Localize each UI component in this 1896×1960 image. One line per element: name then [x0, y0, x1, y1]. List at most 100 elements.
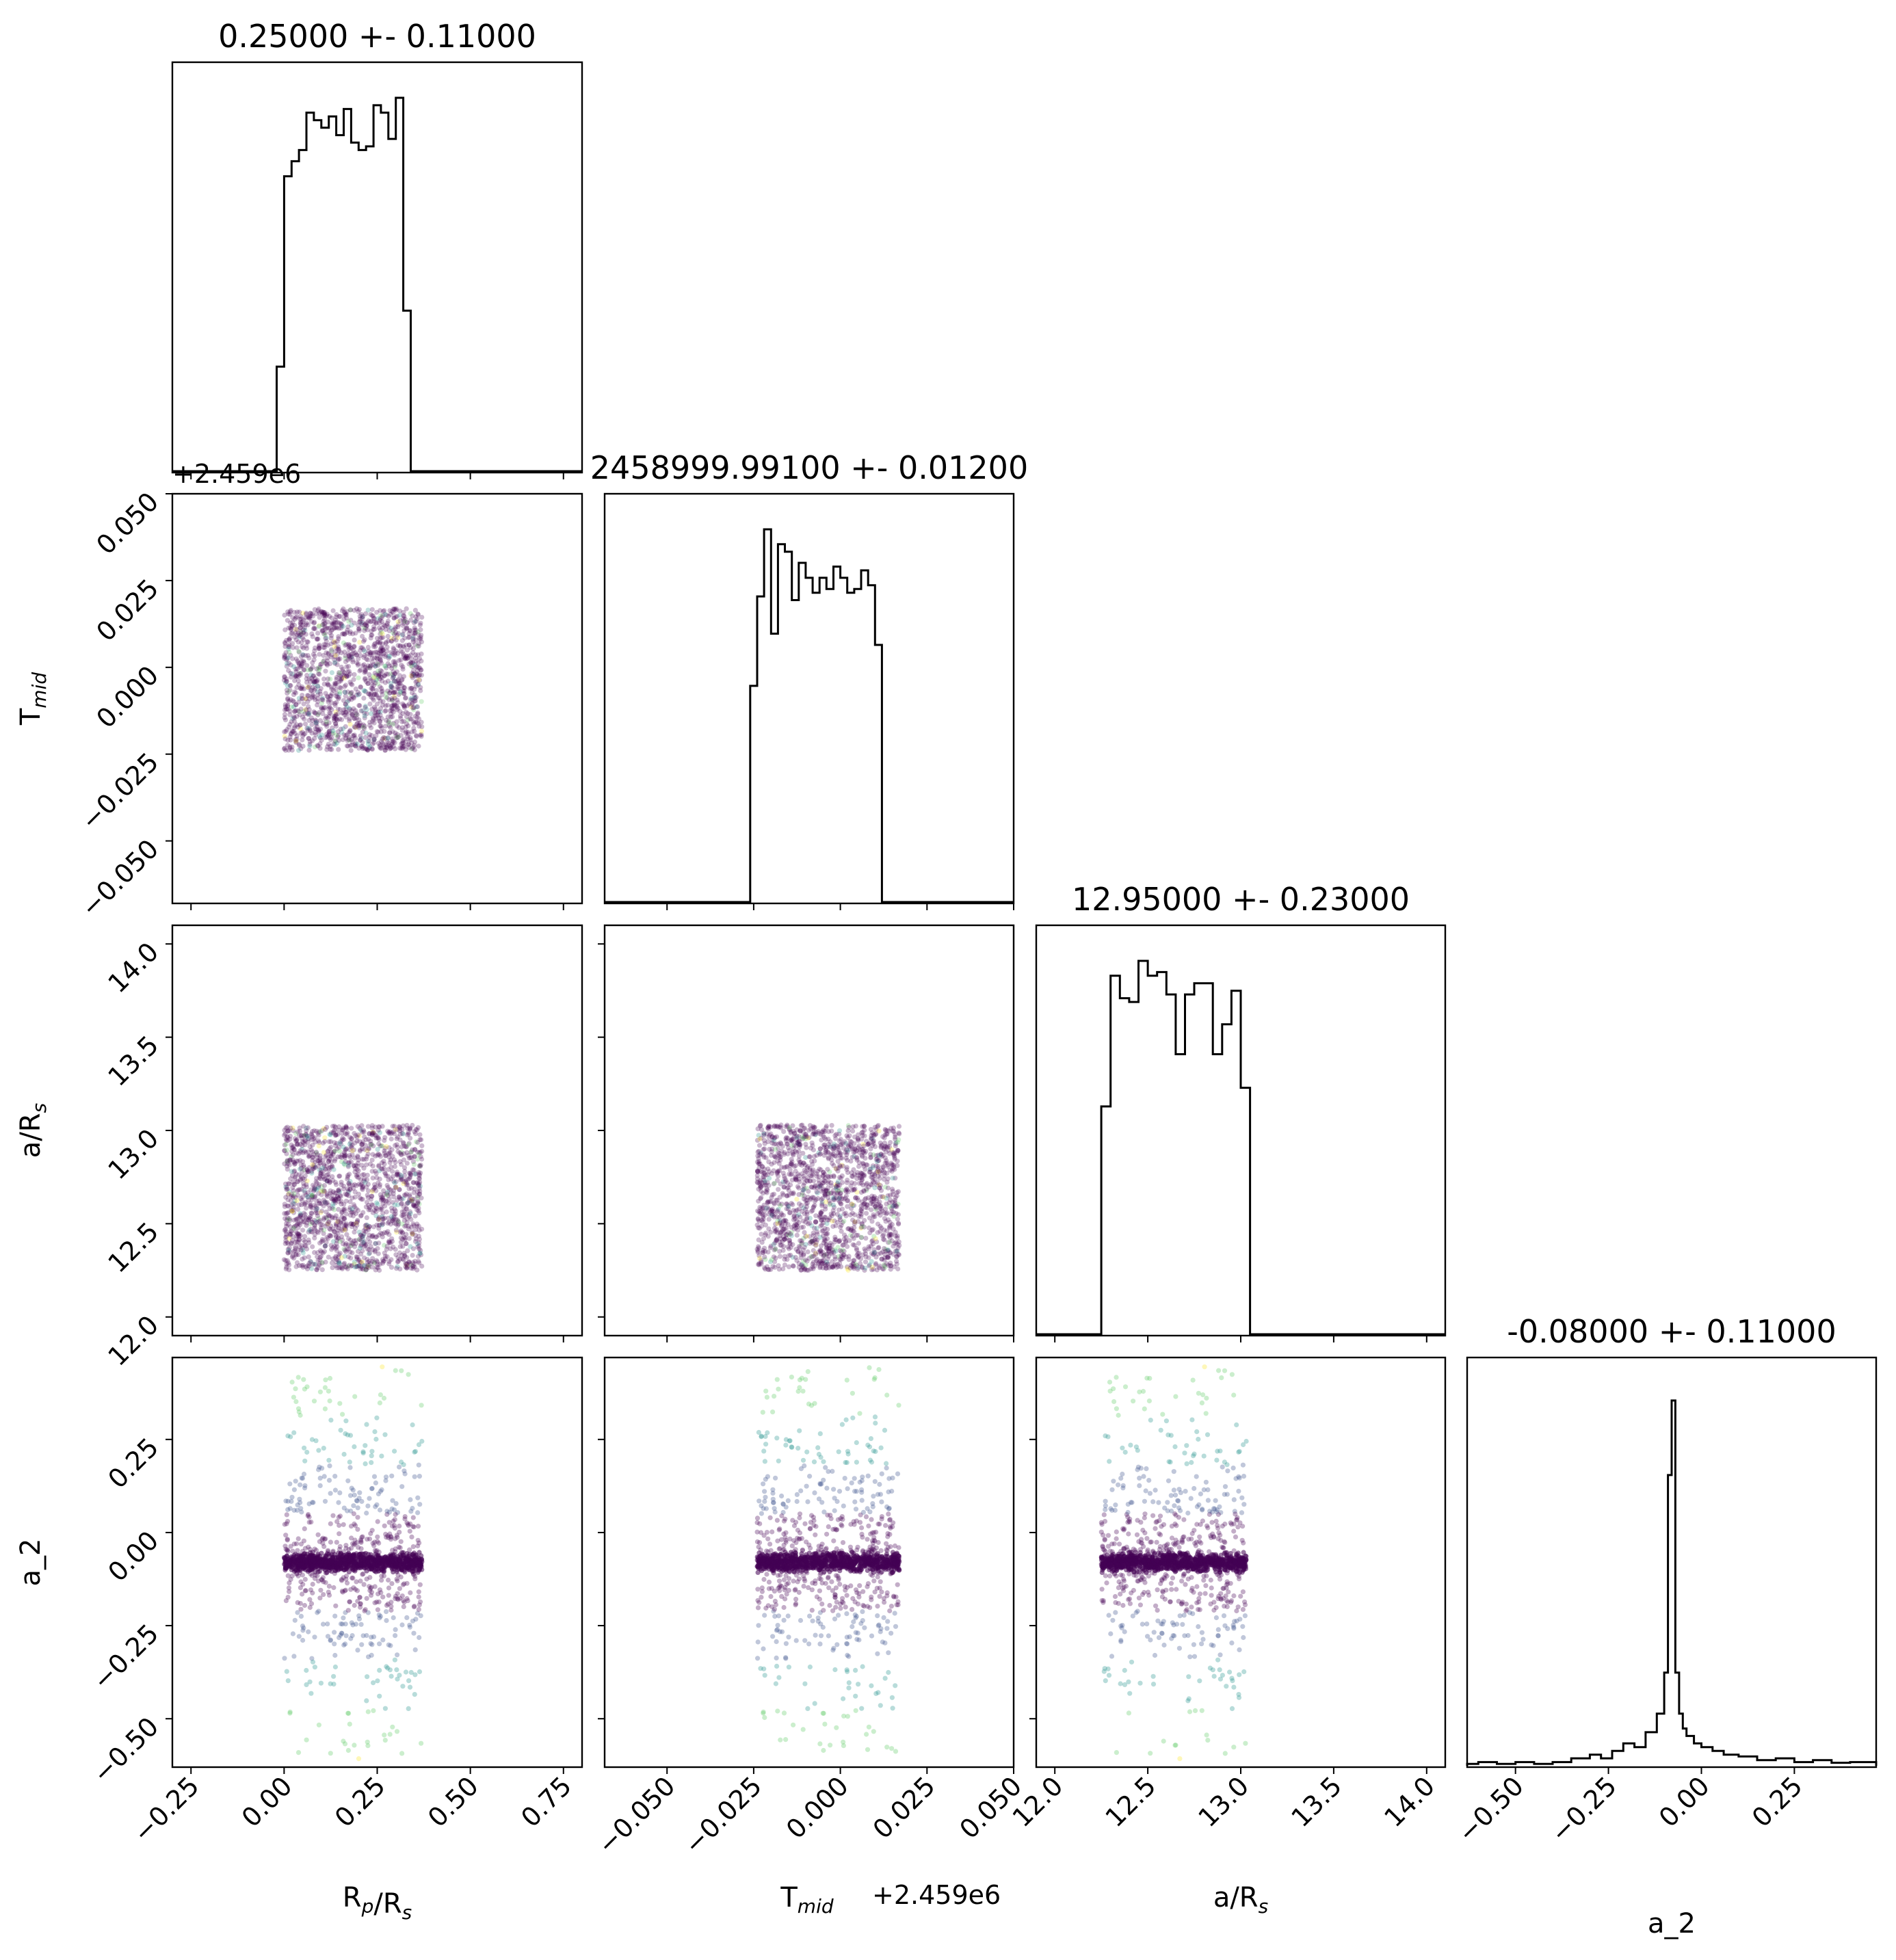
- scatter-point: [380, 1260, 386, 1266]
- scatter-point: [395, 624, 401, 630]
- scatter-point: [404, 626, 409, 631]
- scatter-point: [373, 680, 378, 686]
- scatter-point: [328, 737, 334, 743]
- scatter-point: [417, 1250, 423, 1256]
- scatter-point: [322, 613, 328, 619]
- scatter-point: [341, 1183, 347, 1189]
- scatter-point: [401, 1165, 408, 1170]
- scatter-point: [363, 730, 369, 736]
- scatter-point: [806, 1189, 811, 1194]
- scatter-point: [292, 689, 298, 695]
- scatter-point: [354, 711, 359, 716]
- scatter-point: [341, 710, 346, 715]
- scatter-point: [317, 735, 324, 741]
- scatter-point: [317, 741, 323, 747]
- scatter-point: [293, 702, 299, 707]
- scatter-point: [407, 628, 413, 633]
- scatter-point: [348, 681, 354, 687]
- scatter-point: [373, 1480, 379, 1485]
- scatter-point: [306, 685, 311, 691]
- scatter-point: [318, 1587, 324, 1593]
- scatter-point: [360, 1185, 365, 1191]
- scatter-point: [376, 709, 381, 715]
- scatter-point: [404, 620, 410, 625]
- scatter-point: [388, 745, 393, 751]
- scatter-point: [300, 644, 305, 650]
- scatter-point: [343, 693, 348, 699]
- scatter-point: [859, 1178, 865, 1183]
- scatter-point: [349, 742, 355, 747]
- scatter-point: [293, 656, 299, 662]
- scatter-point: [408, 618, 414, 623]
- scatter-point: [341, 1207, 346, 1213]
- scatter-point: [289, 747, 295, 753]
- scatter-point: [339, 664, 344, 670]
- scatter-point: [345, 650, 351, 657]
- scatter-point: [803, 1141, 808, 1147]
- scatter-point: [869, 1133, 874, 1139]
- scatter-point: [314, 1206, 320, 1211]
- scatter-point: [289, 671, 295, 677]
- scatter-point: [315, 712, 321, 718]
- scatter-point: [319, 609, 324, 615]
- scatter-point: [332, 701, 338, 706]
- scatter-point: [300, 693, 305, 698]
- scatter-point: [871, 1138, 876, 1143]
- scatter-point: [807, 1154, 813, 1160]
- scatter-point: [783, 1138, 789, 1143]
- scatter-point: [361, 647, 367, 652]
- scatter-point: [418, 685, 423, 690]
- scatter-point: [390, 698, 395, 703]
- scatter-point: [406, 731, 411, 737]
- scatter-point: [353, 650, 358, 656]
- scatter-point: [400, 666, 406, 672]
- scatter-point: [367, 672, 372, 677]
- scatter-point: [393, 1211, 398, 1217]
- scatter-point: [347, 672, 353, 677]
- scatter-point: [412, 652, 419, 658]
- scatter-point: [389, 638, 394, 644]
- scatter-point: [410, 1253, 415, 1258]
- scatter-point: [347, 645, 353, 650]
- scatter-point: [401, 613, 406, 618]
- scatter-point: [312, 687, 317, 693]
- scatter-point: [325, 676, 331, 682]
- scatter-point: [848, 1262, 854, 1268]
- scatter-point: [384, 648, 390, 654]
- scatter-point: [799, 1262, 804, 1268]
- scatter-point: [386, 654, 391, 659]
- scatter-point: [411, 672, 417, 678]
- scatter-point: [385, 661, 391, 667]
- scatter-point: [810, 1169, 815, 1174]
- scatter-point: [347, 629, 353, 635]
- scatter-point: [406, 653, 411, 659]
- scatter-point: [392, 652, 397, 658]
- scatter-point: [373, 672, 379, 678]
- scatter-point: [360, 633, 365, 639]
- scatter-point: [363, 667, 368, 672]
- scatter-point: [364, 623, 369, 628]
- scatter-point: [287, 721, 293, 727]
- scatter-point: [369, 659, 375, 665]
- scatter-point: [311, 681, 317, 687]
- scatter-point: [847, 1228, 854, 1233]
- scatter-point: [384, 620, 390, 626]
- scatter-point: [339, 622, 344, 627]
- scatter-point: [343, 659, 348, 665]
- scatter-point: [368, 711, 374, 717]
- scatter-point: [300, 635, 305, 641]
- scatter-point: [840, 1163, 846, 1169]
- scatter-point: [326, 683, 331, 688]
- scatter-point: [380, 625, 385, 631]
- scatter-point: [408, 737, 413, 743]
- scatter-point: [285, 697, 291, 702]
- scatter-point: [415, 652, 421, 657]
- scatter-point: [295, 1221, 300, 1227]
- scatter-point: [888, 1250, 893, 1256]
- scatter-point: [307, 696, 313, 702]
- scatter-point: [358, 1177, 364, 1182]
- scatter-point: [419, 1263, 425, 1269]
- scatter-point: [363, 1222, 369, 1228]
- scatter-point: [376, 1163, 382, 1169]
- scatter-point: [382, 611, 388, 618]
